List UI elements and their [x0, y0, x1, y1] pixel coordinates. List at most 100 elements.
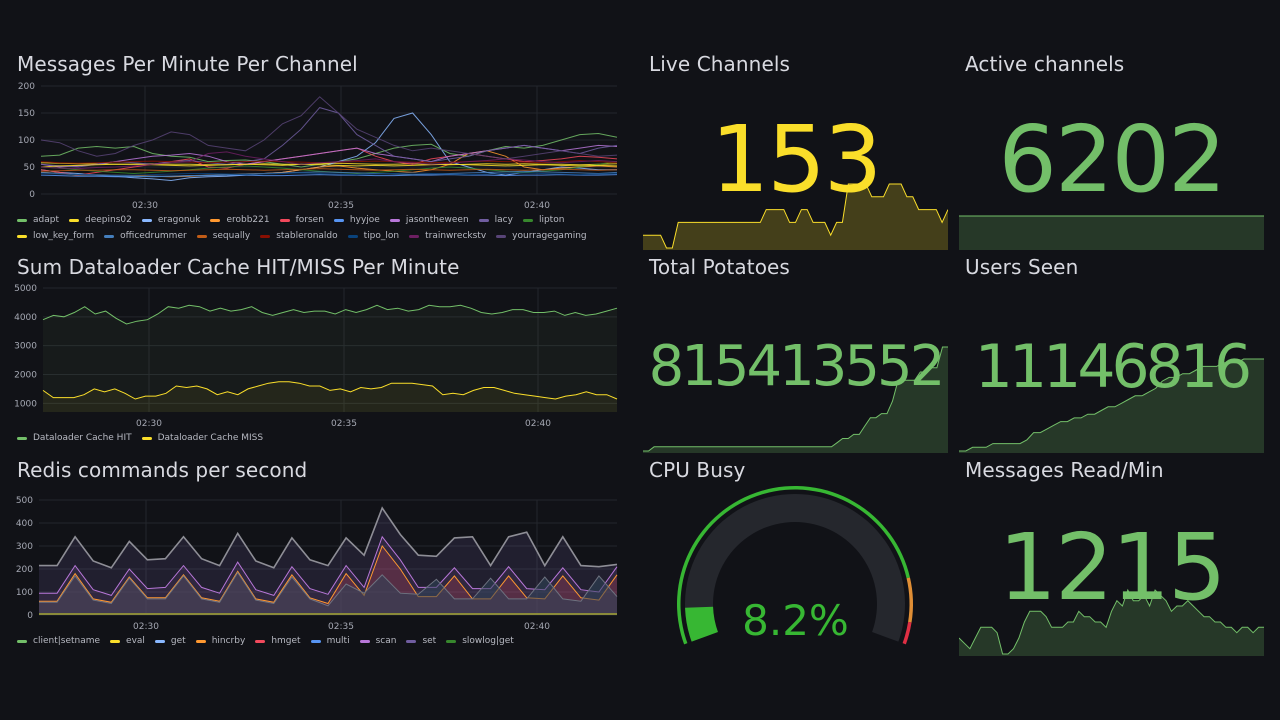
legend-swatch-icon [522, 218, 533, 222]
sparkline-fill [643, 347, 948, 453]
legend-label: yourragegaming [512, 231, 587, 241]
sparkline [959, 588, 1264, 656]
panel-total-potatoes: Total Potatoes 815413552 [643, 255, 948, 453]
y-tick-label: 1000 [14, 399, 37, 409]
legend-item[interactable]: sequally [196, 230, 251, 242]
series-area-fill [43, 381, 617, 412]
legend-swatch-icon [104, 234, 115, 238]
legend-item[interactable]: hmget [255, 635, 301, 647]
legend-swatch-icon [17, 234, 27, 238]
legend-item[interactable]: eval [110, 635, 145, 647]
legend-swatch-icon [310, 639, 321, 643]
legend-item[interactable]: yourragegaming [496, 230, 587, 242]
legend-item[interactable]: client|setname [17, 635, 100, 647]
chart-legend: adapt deepins02 eragonuk erobb221 forsen hyyj… [17, 214, 617, 242]
legend-label: hmget [271, 636, 301, 646]
legend-label: eval [126, 636, 145, 646]
legend-label: lipton [538, 215, 565, 225]
legend-item[interactable]: officedrummer [104, 230, 187, 242]
stack-line-hincrby [39, 544, 618, 605]
legend-swatch-icon [141, 436, 152, 440]
legend-item[interactable]: eragonuk [141, 214, 201, 226]
legend-swatch-icon [17, 639, 27, 643]
panel-users-seen: Users Seen 11146816 [959, 255, 1264, 453]
legend-item[interactable]: jasontheween [389, 214, 469, 226]
legend-swatch-icon [210, 218, 221, 222]
series-line-adapt [40, 132, 618, 168]
y-tick-label: 100 [18, 136, 35, 146]
panel-live-channels: Live Channels 153 [643, 52, 948, 250]
chart-legend: client|setname eval get hincrby hmget multi sc… [17, 635, 617, 647]
x-tick-label: 02:30 [132, 201, 158, 211]
legend-label: stableronaldo [276, 231, 338, 241]
legend-swatch-icon [110, 639, 121, 643]
stack-line-scan [39, 535, 618, 596]
legend-swatch-icon [17, 218, 27, 222]
legend-label: hyyjoe [349, 215, 380, 225]
legend-item[interactable]: Dataloader Cache HIT [17, 432, 132, 444]
sparkline [643, 183, 948, 250]
legend-item[interactable]: Dataloader Cache MISS [141, 432, 264, 444]
legend-label: eragonuk [157, 215, 201, 225]
series-line-officedrummer [40, 170, 618, 178]
series-line-trainwreckstv [40, 151, 618, 170]
gauge-value: 8.2% [742, 596, 849, 645]
legend-item[interactable]: scan [359, 635, 397, 647]
gauge-track [685, 494, 905, 642]
y-tick-label: 3000 [14, 342, 37, 352]
legend-item[interactable]: hyyjoe [333, 214, 380, 226]
legend-item[interactable]: lipton [522, 214, 565, 226]
legend-item[interactable]: set [406, 635, 436, 647]
stack-line-get [39, 571, 618, 607]
legend-swatch-icon [409, 234, 420, 238]
legend-item[interactable]: deepins02 [69, 214, 132, 226]
legend-swatch-icon [260, 234, 271, 238]
panel-messages-per-minute: Messages Per Minute Per Channel 0 50 100 15… [11, 52, 631, 248]
legend-item[interactable]: stableronaldo [260, 230, 338, 242]
legend-label: Dataloader Cache MISS [157, 433, 264, 443]
legend-label: get [170, 636, 186, 646]
x-tick-label: 02:30 [136, 419, 162, 429]
stat-value: 1215 [998, 514, 1226, 621]
legend-label: client|setname [33, 636, 101, 646]
legend-swatch-icon [478, 218, 489, 222]
legend-item[interactable]: lacy [478, 214, 513, 226]
legend-label: sequally [212, 231, 251, 241]
legend-label: lacy [494, 215, 513, 225]
legend-label: scan [375, 636, 397, 646]
legend-swatch-icon [406, 639, 417, 643]
legend-item[interactable]: low_key_form [17, 230, 94, 242]
dataloader-chart: 1000 2000 3000 4000 5000 02:30 02:35 02:40 [14, 284, 618, 429]
messages-per-minute-chart: 0 50 100 150 200 02:30 02:35 02:40 [18, 82, 618, 211]
sparkline-line [959, 358, 1264, 452]
legend-item[interactable]: adapt [17, 214, 59, 226]
legend-item[interactable]: forsen [279, 214, 324, 226]
legend-label: low_key_form [33, 231, 95, 241]
y-tick-label: 4000 [14, 313, 37, 323]
sparkline-fill [959, 359, 1264, 453]
sparkline [643, 346, 948, 453]
panel-title: Sum Dataloader Cache HIT/MISS Per Minute [17, 255, 460, 279]
legend-swatch-icon [446, 639, 457, 643]
panel-title: Live Channels [649, 52, 791, 76]
legend-swatch-icon [333, 218, 344, 222]
legend-item[interactable]: slowlog|get [446, 635, 514, 647]
legend-item[interactable]: get [154, 635, 186, 647]
y-tick-label: 200 [18, 82, 35, 92]
series-line-yourragegaming [40, 96, 618, 160]
x-tick-label: 02:35 [331, 419, 357, 429]
legend-item[interactable]: tipo_lon [347, 230, 399, 242]
legend-item[interactable]: trainwreckstv [409, 230, 486, 242]
legend-label: trainwreckstv [425, 231, 487, 241]
y-tick-label: 100 [16, 588, 33, 598]
legend-item[interactable]: multi [310, 635, 350, 647]
series-line-miss [42, 381, 618, 400]
legend-label: set [422, 636, 437, 646]
sparkline [959, 358, 1264, 453]
legend-swatch-icon [389, 218, 400, 222]
legend-item[interactable]: erobb221 [210, 214, 270, 226]
series-line-lacy [40, 107, 618, 168]
legend-item[interactable]: hincrby [195, 635, 245, 647]
x-tick-label: 02:35 [328, 622, 354, 632]
redis-chart: 0 100 200 300 400 500 02:30 02:35 02:40 [16, 496, 618, 632]
